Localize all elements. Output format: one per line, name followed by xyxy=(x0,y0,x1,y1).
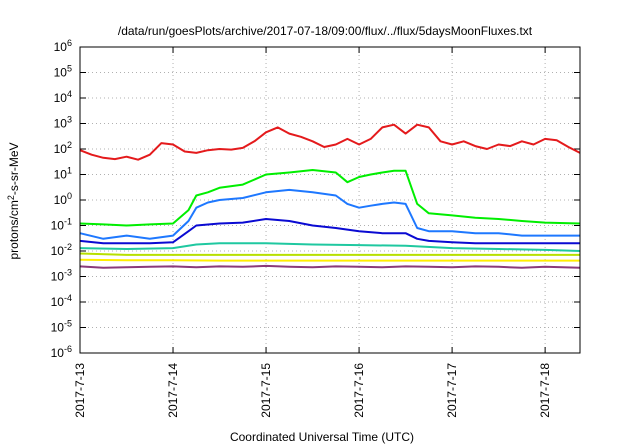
y-tick-base: 10 xyxy=(51,219,65,233)
y-tick-label: 102 xyxy=(54,140,72,156)
y-tick-exp: -6 xyxy=(64,344,72,354)
y-axis-label: protons/cm2-s-sr-MeV xyxy=(6,142,21,259)
series-line-3 xyxy=(79,218,580,245)
y-tick-label: 10-2 xyxy=(51,242,72,258)
x-tick-label: 2017-7-13 xyxy=(73,363,87,418)
y-axis-label-rest: -s-sr-MeV xyxy=(7,142,21,195)
y-tick-base: 10 xyxy=(51,270,65,284)
x-tick-label: 2017-7-15 xyxy=(259,363,273,418)
y-tick-exp: 5 xyxy=(67,64,72,74)
y-tick-exp: 6 xyxy=(67,38,72,48)
y-tick-label: 104 xyxy=(54,89,72,105)
series-line-5 xyxy=(79,252,580,256)
y-tick-label: 100 xyxy=(54,191,72,207)
y-tick-base: 10 xyxy=(54,40,68,54)
series-lines xyxy=(79,123,581,269)
y-tick-exp: -4 xyxy=(64,293,72,303)
x-tick-labels: 2017-7-13 2017-7-14 2017-7-15 2017-7-16 2017… xyxy=(73,363,552,418)
y-tick-base: 10 xyxy=(54,91,68,105)
y-tick-base: 10 xyxy=(51,295,65,309)
y-tick-base: 10 xyxy=(51,244,65,258)
y-tick-label: 106 xyxy=(54,38,72,54)
grid xyxy=(79,46,580,354)
y-tick-base: 10 xyxy=(54,193,68,207)
y-tick-exp: -3 xyxy=(64,268,72,278)
y-tick-exp: 0 xyxy=(67,191,72,201)
y-tick-exp: 2 xyxy=(67,140,72,150)
y-tick-base: 10 xyxy=(54,66,68,80)
y-tick-base: 10 xyxy=(51,321,65,335)
y-tick-exp: -1 xyxy=(64,217,72,227)
y-axis-label-exp: 2 xyxy=(6,195,16,200)
x-tick-label: 2017-7-14 xyxy=(166,363,180,418)
y-tick-exp: 3 xyxy=(67,115,72,125)
y-tick-label: 10-1 xyxy=(51,217,72,233)
y-tick-base: 10 xyxy=(54,168,68,182)
y-tick-exp: -5 xyxy=(64,319,72,329)
x-axis-label: Coordinated Universal Time (UTC) xyxy=(230,430,414,444)
y-tick-label: 105 xyxy=(54,64,72,80)
x-tick-label: 2017-7-18 xyxy=(538,363,552,418)
y-tick-base: 10 xyxy=(54,117,68,131)
series-line-4 xyxy=(79,242,581,252)
series-line-0 xyxy=(79,123,581,161)
y-tick-labels: 10-610-510-410-310-210-11001011021031041… xyxy=(51,38,72,360)
y-tick-exp: 1 xyxy=(67,166,72,176)
y-axis-label-base: protons/cm xyxy=(7,200,21,259)
y-tick-label: 10-5 xyxy=(51,319,72,335)
series-line-2 xyxy=(79,188,580,240)
y-tick-base: 10 xyxy=(51,346,65,360)
series-line-1 xyxy=(79,169,581,227)
chart-title: /data/run/goesPlots/archive/2017-07-18/0… xyxy=(118,24,533,38)
y-tick-exp: -2 xyxy=(64,242,72,252)
series-line-7 xyxy=(79,264,581,269)
x-tick-label: 2017-7-17 xyxy=(445,363,459,418)
y-tick-label: 103 xyxy=(54,115,72,131)
y-tick-exp: 4 xyxy=(67,89,72,99)
y-tick-label: 10-3 xyxy=(51,268,72,284)
y-tick-label: 10-6 xyxy=(51,344,72,360)
series-line-6 xyxy=(79,258,580,262)
plot-frame xyxy=(79,46,581,354)
x-tick-label: 2017-7-16 xyxy=(352,363,366,418)
y-tick-label: 101 xyxy=(54,166,72,182)
y-tick-base: 10 xyxy=(54,142,68,156)
y-tick-label: 10-4 xyxy=(51,293,72,309)
